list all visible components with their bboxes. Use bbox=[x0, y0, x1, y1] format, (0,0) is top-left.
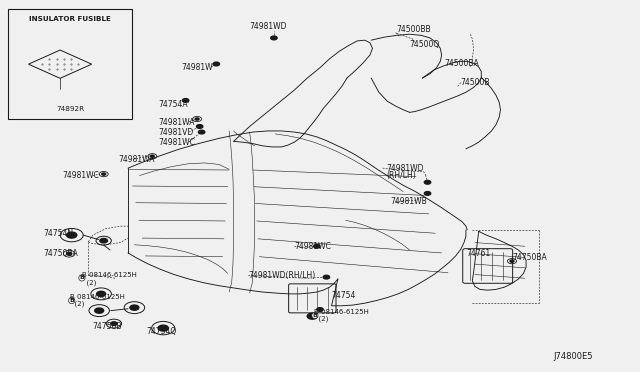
Text: 74981WC: 74981WC bbox=[63, 171, 100, 180]
Circle shape bbox=[102, 173, 106, 175]
Text: 74981WB: 74981WB bbox=[390, 197, 427, 206]
Text: 74754: 74754 bbox=[332, 291, 356, 300]
Circle shape bbox=[307, 313, 317, 319]
Circle shape bbox=[111, 322, 117, 326]
Circle shape bbox=[95, 308, 104, 313]
Circle shape bbox=[424, 180, 431, 184]
Text: (RH/LH): (RH/LH) bbox=[386, 171, 415, 180]
Circle shape bbox=[97, 291, 106, 296]
Text: 74500BB: 74500BB bbox=[397, 25, 431, 34]
Text: B 08146-6125H
  (2): B 08146-6125H (2) bbox=[70, 294, 125, 307]
Text: 74500BA: 74500BA bbox=[445, 60, 479, 68]
Text: 74981WA: 74981WA bbox=[159, 118, 195, 126]
Circle shape bbox=[317, 308, 323, 311]
Text: 74761: 74761 bbox=[466, 249, 490, 258]
Text: B: B bbox=[69, 298, 74, 303]
Circle shape bbox=[130, 305, 139, 310]
Text: 74500B: 74500B bbox=[461, 78, 490, 87]
Circle shape bbox=[271, 36, 277, 40]
Text: INSULATOR FUSIBLE: INSULATOR FUSIBLE bbox=[29, 16, 111, 22]
Circle shape bbox=[158, 325, 168, 331]
Text: 74750BA: 74750BA bbox=[512, 253, 547, 262]
Text: B 08146-6125H
  (2): B 08146-6125H (2) bbox=[82, 272, 137, 286]
Text: 74981WA: 74981WA bbox=[118, 155, 155, 164]
Text: 74754Q: 74754Q bbox=[146, 327, 176, 336]
Text: 74750BA: 74750BA bbox=[44, 249, 78, 258]
Circle shape bbox=[213, 62, 220, 66]
Text: 74981WC: 74981WC bbox=[294, 242, 332, 251]
Circle shape bbox=[195, 118, 199, 120]
Text: 74981WD: 74981WD bbox=[250, 22, 287, 31]
Text: J74800E5: J74800E5 bbox=[554, 352, 593, 361]
Circle shape bbox=[510, 260, 514, 262]
Circle shape bbox=[150, 155, 154, 157]
Text: B: B bbox=[79, 275, 84, 280]
Circle shape bbox=[100, 238, 108, 243]
Text: 74981WC: 74981WC bbox=[159, 138, 196, 147]
Circle shape bbox=[182, 99, 189, 102]
Circle shape bbox=[424, 192, 431, 195]
Text: 74981VD: 74981VD bbox=[159, 128, 194, 137]
Text: 74750B: 74750B bbox=[93, 322, 122, 331]
Text: 74500Q: 74500Q bbox=[410, 40, 440, 49]
Circle shape bbox=[67, 232, 77, 238]
Text: 74892R: 74892R bbox=[56, 106, 84, 112]
Circle shape bbox=[196, 125, 203, 128]
Text: 74981WD(RH/LH): 74981WD(RH/LH) bbox=[248, 271, 316, 280]
Circle shape bbox=[198, 130, 205, 134]
Text: 74981WD: 74981WD bbox=[386, 164, 424, 173]
Text: 74981W: 74981W bbox=[181, 63, 212, 72]
Text: 74754N: 74754N bbox=[44, 229, 74, 238]
Text: 74754A: 74754A bbox=[159, 100, 188, 109]
Text: B 08146-6125H
  (2): B 08146-6125H (2) bbox=[314, 309, 369, 322]
Circle shape bbox=[314, 244, 320, 248]
Text: B: B bbox=[312, 313, 317, 318]
Circle shape bbox=[67, 252, 72, 255]
Bar bbox=[8, 9, 132, 119]
Circle shape bbox=[323, 275, 330, 279]
